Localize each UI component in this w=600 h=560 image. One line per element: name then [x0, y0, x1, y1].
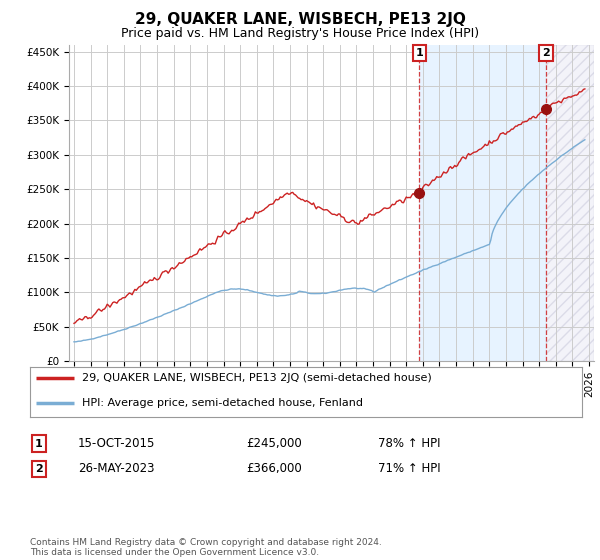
Text: 1: 1 [35, 438, 43, 449]
Text: £366,000: £366,000 [246, 462, 302, 475]
Text: HPI: Average price, semi-detached house, Fenland: HPI: Average price, semi-detached house,… [82, 398, 364, 408]
Text: 71% ↑ HPI: 71% ↑ HPI [378, 462, 440, 475]
Text: 29, QUAKER LANE, WISBECH, PE13 2JQ (semi-detached house): 29, QUAKER LANE, WISBECH, PE13 2JQ (semi… [82, 373, 432, 383]
Text: 15-OCT-2015: 15-OCT-2015 [78, 437, 155, 450]
Text: Price paid vs. HM Land Registry's House Price Index (HPI): Price paid vs. HM Land Registry's House … [121, 27, 479, 40]
Text: 2: 2 [542, 48, 550, 58]
Text: 78% ↑ HPI: 78% ↑ HPI [378, 437, 440, 450]
Text: 29, QUAKER LANE, WISBECH, PE13 2JQ: 29, QUAKER LANE, WISBECH, PE13 2JQ [134, 12, 466, 27]
Text: £245,000: £245,000 [246, 437, 302, 450]
Text: 1: 1 [416, 48, 423, 58]
Text: 2: 2 [35, 464, 43, 474]
Bar [419, 45, 546, 361]
Text: 26-MAY-2023: 26-MAY-2023 [78, 462, 155, 475]
Bar [546, 45, 594, 361]
Text: Contains HM Land Registry data © Crown copyright and database right 2024.
This d: Contains HM Land Registry data © Crown c… [30, 538, 382, 557]
